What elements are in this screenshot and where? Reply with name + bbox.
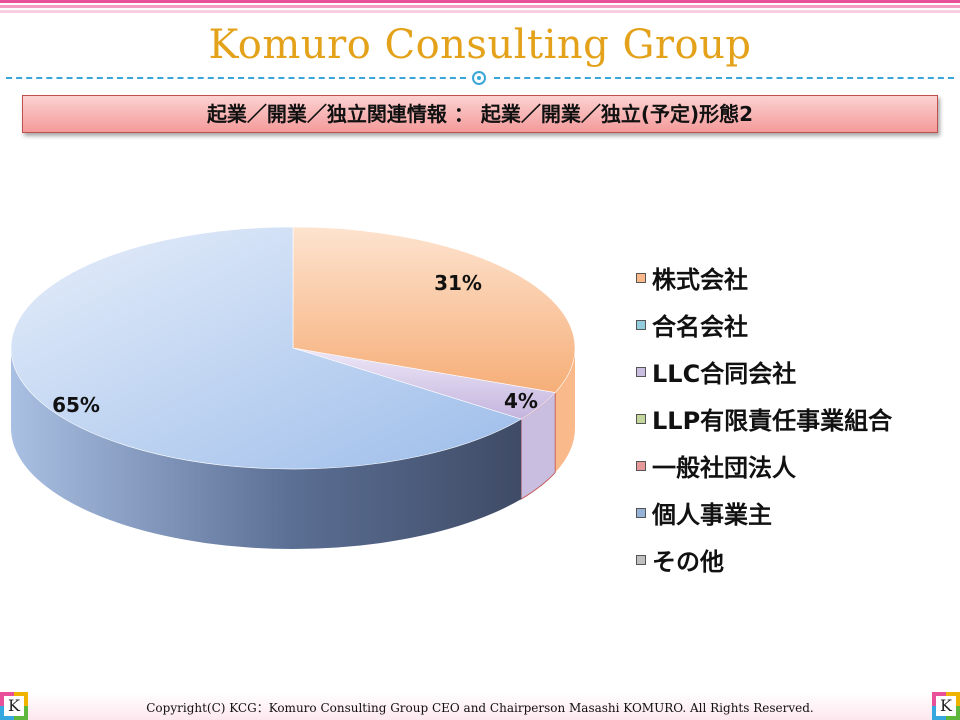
legend-label: LLC合同会社	[652, 360, 797, 388]
pie-slice-side	[555, 348, 575, 473]
legend-label: 株式会社	[652, 266, 748, 294]
section-heading: 起業／開業／独立関連情報 ： 起業／開業／独立(予定)形態2	[22, 95, 938, 133]
divider-left	[6, 77, 466, 79]
data-label: 65%	[52, 393, 100, 417]
kcg-logo-icon: K	[932, 692, 960, 720]
legend-swatch	[636, 319, 646, 330]
legend-label: 合名会社	[652, 313, 748, 341]
legend-swatch	[636, 507, 646, 518]
legend-item: 一般社団法人	[636, 442, 892, 489]
legend-item: 株式会社	[636, 254, 892, 301]
legend-swatch	[636, 413, 646, 424]
legend-label: 一般社団法人	[652, 454, 796, 482]
legend-item: 合名会社	[636, 301, 892, 348]
data-label: 4%	[504, 389, 538, 413]
legend-swatch	[636, 554, 646, 565]
copyright-text: Copyright(C) KCG：Komuro Consulting Group…	[146, 701, 814, 715]
legend-swatch	[636, 272, 646, 283]
legend-item: LLP有限責任事業組合	[636, 395, 892, 442]
legend-label: 個人事業主	[652, 501, 772, 529]
data-label: 31%	[434, 271, 482, 295]
chart-legend: 株式会社 合名会社 LLC合同会社 LLP有限責任事業組合 一般社団法人 個人事…	[636, 254, 892, 583]
pie-slice	[292, 226, 576, 393]
legend-item: 個人事業主	[636, 489, 892, 536]
pie-slice	[10, 226, 522, 470]
kcg-logo-icon: K	[0, 692, 28, 720]
legend-item: その他	[636, 536, 892, 583]
brand-title: Komuro Consulting Group	[208, 22, 752, 68]
legend-label: その他	[652, 548, 724, 576]
legend-swatch	[636, 366, 646, 377]
legend-label: LLP有限責任事業組合	[652, 407, 893, 435]
circle-badge-icon	[472, 71, 486, 85]
pie-slice-side	[11, 348, 522, 549]
divider-right	[494, 77, 954, 79]
legend-swatch	[636, 460, 646, 471]
legend-item: LLC合同会社	[636, 348, 892, 395]
top-stripes	[0, 0, 960, 14]
footer-bar	[0, 692, 960, 720]
